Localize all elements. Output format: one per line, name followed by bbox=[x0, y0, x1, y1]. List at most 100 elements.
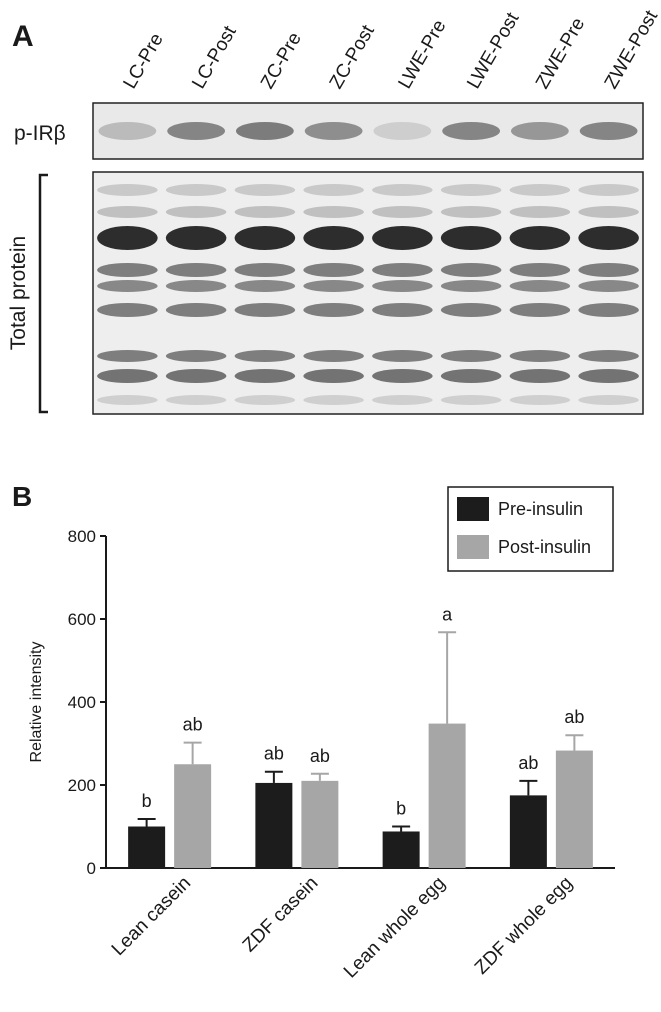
total-protein-band bbox=[165, 280, 227, 292]
total-protein-band bbox=[372, 263, 433, 277]
pirb-blot bbox=[92, 102, 644, 160]
total-protein-band bbox=[97, 395, 158, 405]
total-protein-band bbox=[578, 280, 639, 292]
significance-letter: ab bbox=[518, 753, 538, 773]
lane-label: ZWE-Pre bbox=[532, 14, 589, 92]
total-protein-band bbox=[509, 184, 571, 196]
total-protein-band bbox=[303, 206, 364, 218]
total-protein-band bbox=[234, 206, 296, 218]
panel-b-label: B bbox=[12, 481, 32, 512]
total-protein-band bbox=[440, 184, 502, 196]
total-protein-band bbox=[234, 280, 296, 292]
total-protein-band bbox=[372, 184, 433, 196]
total-protein-band bbox=[578, 395, 639, 405]
y-tick-label: 0 bbox=[87, 859, 96, 878]
total-protein-band bbox=[97, 206, 158, 218]
legend-swatch bbox=[457, 535, 489, 559]
significance-letter: a bbox=[442, 604, 453, 624]
significance-letter: b bbox=[396, 799, 406, 819]
total-protein-band bbox=[440, 263, 502, 277]
y-tick-label: 400 bbox=[68, 693, 96, 712]
total-protein-band bbox=[440, 369, 502, 383]
x-tick-label: ZDF casein bbox=[239, 873, 323, 957]
total-protein-band bbox=[234, 350, 296, 362]
bar bbox=[428, 723, 466, 868]
total-protein-band bbox=[97, 263, 158, 277]
total-protein-band bbox=[97, 184, 158, 196]
total-protein-band bbox=[97, 350, 158, 362]
total-protein-band bbox=[97, 280, 158, 292]
total-protein-band bbox=[165, 206, 227, 218]
total-protein-band bbox=[440, 226, 502, 250]
panel-a-label: A bbox=[12, 20, 34, 53]
total-protein-band bbox=[509, 280, 571, 292]
lane-label: LWE-Pre bbox=[395, 16, 451, 92]
lane-labels: LC-Pre LC-Post ZC-Pre ZC-Post LWE-Pre LWE-Pos… bbox=[120, 6, 661, 92]
total-protein-band bbox=[372, 303, 433, 317]
total-protein-band bbox=[234, 369, 296, 383]
total-protein-bracket bbox=[38, 173, 48, 414]
total-protein-band bbox=[97, 303, 158, 317]
total-protein-band bbox=[165, 369, 227, 383]
lane-label: LC-Pre bbox=[120, 30, 168, 93]
total-protein-band bbox=[165, 263, 227, 277]
pirb-band bbox=[98, 122, 157, 140]
total-protein-band bbox=[578, 303, 639, 317]
lane-label: ZC-Post bbox=[326, 21, 379, 92]
total-protein-band bbox=[440, 350, 502, 362]
legend-label: Pre-insulin bbox=[498, 499, 583, 519]
x-tick-label: ZDF whole egg bbox=[471, 873, 577, 979]
significance-letter: ab bbox=[310, 746, 330, 766]
legend-label: Post-insulin bbox=[498, 537, 591, 557]
total-protein-band bbox=[372, 280, 433, 292]
total-protein-band bbox=[509, 263, 571, 277]
pirb-row-label: p-IRβ bbox=[14, 122, 66, 145]
total-protein-band bbox=[372, 350, 433, 362]
total-protein-band bbox=[234, 395, 296, 405]
total-protein-band bbox=[372, 369, 433, 383]
significance-letter: ab bbox=[264, 744, 284, 764]
x-tick-label: Lean casein bbox=[108, 873, 195, 960]
bar bbox=[301, 780, 339, 868]
total-protein-band bbox=[303, 263, 364, 277]
legend-swatch bbox=[457, 497, 489, 521]
bar bbox=[255, 782, 293, 868]
bar bbox=[555, 750, 593, 868]
total-protein-band bbox=[509, 303, 571, 317]
total-protein-band bbox=[303, 369, 364, 383]
total-protein-band bbox=[165, 184, 227, 196]
lane-label: ZC-Pre bbox=[257, 29, 306, 93]
total-protein-row-label: Total protein bbox=[7, 236, 30, 350]
total-protein-band bbox=[440, 280, 502, 292]
total-protein-band bbox=[372, 206, 433, 218]
total-protein-band bbox=[440, 395, 502, 405]
total-protein-band bbox=[234, 263, 296, 277]
pirb-band bbox=[373, 122, 432, 140]
pirb-band bbox=[511, 122, 569, 140]
total-protein-band bbox=[509, 226, 571, 250]
total-protein-band bbox=[509, 350, 571, 362]
y-tick-label: 800 bbox=[68, 527, 96, 546]
total-protein-band bbox=[578, 184, 639, 196]
total-protein-band bbox=[165, 350, 227, 362]
total-protein-band bbox=[509, 206, 571, 218]
bar bbox=[128, 826, 166, 868]
total-protein-band bbox=[165, 303, 227, 317]
total-protein-band bbox=[234, 184, 296, 196]
total-protein-band bbox=[165, 226, 227, 250]
y-tick-label: 200 bbox=[68, 776, 96, 795]
total-protein-band bbox=[440, 206, 502, 218]
legend: Pre-insulin Post-insulin bbox=[447, 486, 614, 572]
total-protein-band bbox=[509, 369, 571, 383]
total-protein-band bbox=[509, 395, 571, 405]
total-protein-band bbox=[165, 395, 227, 405]
lane-label: LWE-Post bbox=[463, 9, 524, 93]
total-protein-band bbox=[234, 303, 296, 317]
total-protein-band bbox=[303, 184, 364, 196]
bar bbox=[174, 764, 212, 868]
bar bbox=[382, 831, 420, 868]
y-axis-label: Relative intensity bbox=[28, 642, 45, 763]
total-protein-band bbox=[303, 350, 364, 362]
